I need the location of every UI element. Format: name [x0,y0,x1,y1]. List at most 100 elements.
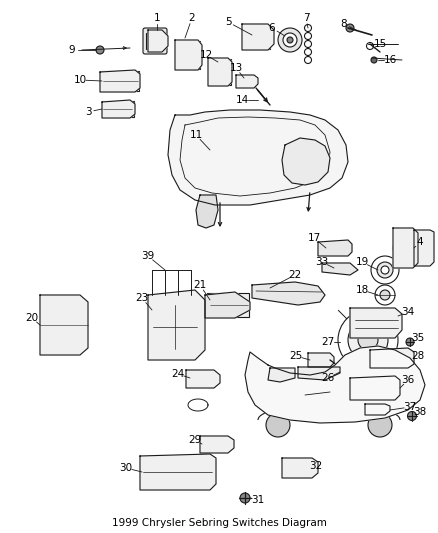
Bar [203,437,229,451]
Text: 39: 39 [141,251,155,261]
Bar [207,293,249,317]
Polygon shape [252,282,325,305]
Circle shape [161,346,169,354]
Polygon shape [322,263,358,275]
Circle shape [359,312,365,318]
Bar [386,391,394,395]
Text: 19: 19 [355,257,369,267]
Bar [288,462,308,474]
Text: 28: 28 [411,351,424,361]
Bar [179,47,197,57]
Circle shape [346,24,354,32]
Circle shape [381,266,389,274]
Text: 31: 31 [251,495,265,505]
Polygon shape [140,454,216,490]
Circle shape [197,130,253,186]
Circle shape [377,262,393,278]
Circle shape [57,337,63,343]
Polygon shape [102,100,135,118]
Circle shape [368,413,392,437]
Text: 25: 25 [290,351,303,361]
Circle shape [406,338,414,346]
Polygon shape [148,290,205,360]
Circle shape [287,37,293,43]
Bar [102,101,134,117]
Circle shape [348,320,388,360]
Circle shape [371,256,399,284]
Circle shape [304,56,311,63]
Bar [184,463,194,473]
Text: 10: 10 [74,75,87,85]
Circle shape [153,305,197,349]
Text: 32: 32 [309,461,323,471]
Circle shape [53,303,67,317]
Circle shape [53,333,67,347]
Text: 5: 5 [225,17,231,27]
Circle shape [203,136,247,180]
Polygon shape [236,75,258,88]
Bar [158,463,168,473]
Circle shape [330,243,340,253]
Circle shape [240,493,250,503]
Text: 24: 24 [171,369,185,379]
Circle shape [161,313,189,341]
Bar [145,463,155,473]
Bar [145,475,155,485]
Text: 23: 23 [135,293,148,303]
Polygon shape [40,295,88,355]
Text: 17: 17 [307,233,321,243]
FancyBboxPatch shape [143,28,167,54]
Bar [368,352,392,366]
Polygon shape [308,353,334,367]
Circle shape [371,57,377,63]
Circle shape [359,327,365,333]
Circle shape [338,310,398,370]
Text: 33: 33 [315,257,328,267]
Circle shape [57,322,63,328]
Bar [245,28,255,46]
Polygon shape [268,368,295,382]
Bar [171,463,181,473]
Bar [353,391,361,395]
Text: 6: 6 [268,23,276,33]
Text: 35: 35 [411,333,424,343]
Circle shape [53,318,67,332]
Text: 11: 11 [189,130,203,140]
Text: 4: 4 [417,237,423,247]
Polygon shape [205,292,250,318]
Bar [101,71,139,91]
Circle shape [217,154,233,170]
Circle shape [358,330,378,350]
Bar [257,28,267,46]
Text: 21: 21 [193,280,207,290]
Circle shape [304,33,311,39]
Circle shape [380,290,390,300]
Polygon shape [208,58,232,86]
Text: 27: 27 [321,337,335,347]
Polygon shape [282,458,318,478]
Text: 2: 2 [189,13,195,23]
Circle shape [199,202,215,218]
Text: 16: 16 [383,55,397,65]
Bar [284,459,312,477]
Text: 1: 1 [154,13,160,23]
Text: 9: 9 [69,45,75,55]
Text: 13: 13 [230,63,243,73]
Bar [144,456,210,488]
Bar [179,59,197,67]
Circle shape [338,362,350,374]
Circle shape [393,238,413,258]
Circle shape [96,46,104,54]
Polygon shape [148,30,168,52]
Circle shape [267,284,283,300]
Polygon shape [282,138,330,185]
Polygon shape [298,367,340,380]
Circle shape [382,327,388,333]
Circle shape [283,33,297,47]
Bar [351,380,389,398]
Text: 34: 34 [401,307,415,317]
Text: 30: 30 [120,463,133,473]
Polygon shape [393,228,418,268]
Circle shape [407,411,417,421]
Polygon shape [175,40,202,70]
